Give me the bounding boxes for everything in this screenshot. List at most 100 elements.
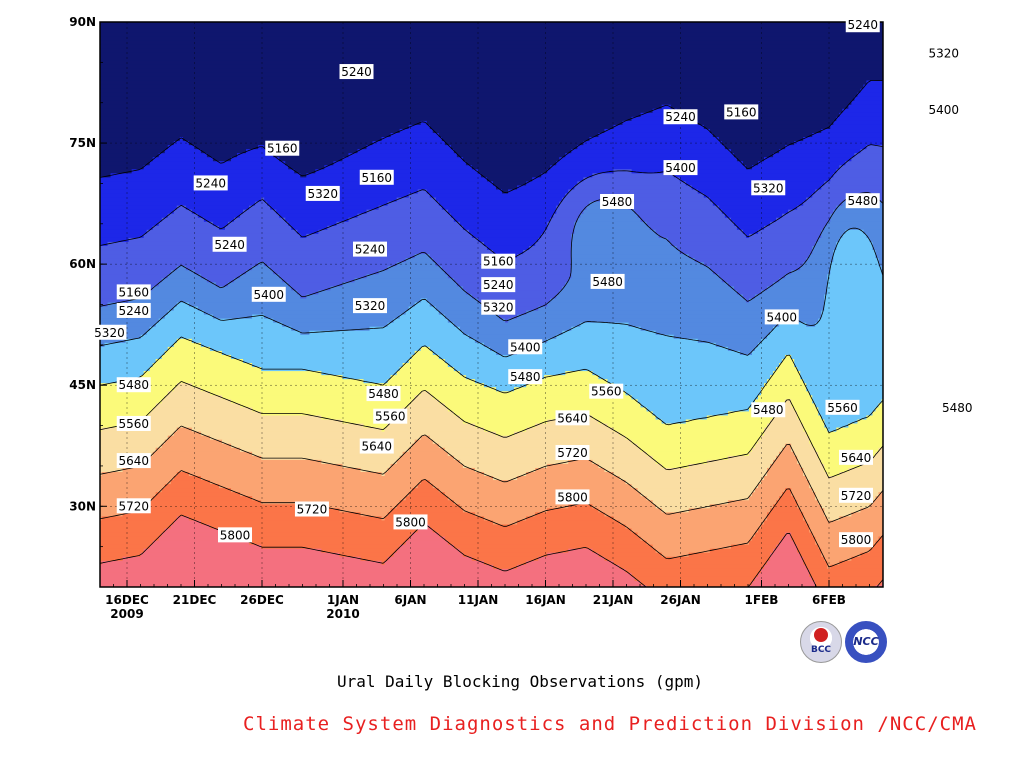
contour-band-cell — [556, 294, 744, 300]
contour-band-cell — [378, 270, 446, 275]
contour-band-cell — [100, 532, 163, 538]
contour-label: 5160 — [116, 284, 151, 300]
contour-label-text: 5400 — [928, 103, 959, 117]
contour-band-cell — [444, 141, 584, 146]
contour-band-cell — [809, 391, 883, 396]
contour-band-cell — [360, 512, 389, 517]
contour-band-cell — [655, 459, 708, 465]
contour-band-cell — [246, 270, 274, 275]
contour-label: 5400 — [663, 160, 698, 176]
contour-band-cell — [571, 233, 660, 239]
contour-band-cell — [755, 576, 813, 582]
contour-band-cell — [827, 278, 883, 283]
contour-band-cell — [571, 241, 672, 247]
contour-band-cell — [100, 44, 883, 49]
contour-band-cell — [231, 157, 280, 162]
contour-band-cell — [100, 205, 178, 211]
y-axis: 30N 45N 60N 75N 90N — [69, 15, 107, 548]
contour-band-cell — [432, 439, 633, 445]
credit-line: Climate System Diagnostics and Predictio… — [243, 713, 977, 735]
contour-band-cell — [785, 443, 792, 449]
contour-label-box — [926, 45, 961, 61]
contour-band-cell — [824, 508, 862, 513]
contour-band-cell — [152, 286, 292, 291]
contour-band-cell — [547, 463, 600, 469]
contour-band-cell — [733, 286, 768, 291]
contour-band-cell — [806, 387, 883, 392]
contour-band-cell — [100, 100, 852, 106]
contour-band-cell — [167, 435, 211, 441]
contour-band-cell — [604, 512, 768, 517]
contour-band-cell — [613, 427, 765, 433]
contour-band-cell — [767, 516, 804, 522]
contour-band-cell — [276, 209, 368, 215]
contour-band-cell — [727, 500, 777, 505]
contour-band-cell — [468, 229, 545, 235]
contour-band-cell — [462, 157, 560, 162]
contour-band-cell — [279, 213, 359, 219]
contour-label: 5160 — [481, 253, 516, 269]
contour-band-cell — [158, 282, 217, 287]
contour-band-cell — [429, 480, 627, 485]
contour-band-cell — [444, 270, 572, 275]
contour-label-box — [839, 449, 873, 465]
contour-band-cell — [697, 338, 762, 344]
contour-band-cell — [860, 463, 883, 469]
contour-band-cell — [682, 112, 840, 118]
contour-band-cell — [764, 520, 807, 526]
contour-band-cell — [258, 262, 265, 267]
contour-band-cell — [758, 484, 810, 489]
contour-band-cell — [149, 455, 262, 461]
contour-label-text: 5720 — [297, 503, 328, 517]
contour-band-cell — [842, 233, 868, 239]
contour-band-cell — [839, 516, 883, 522]
contour-label-box — [353, 241, 387, 257]
contour-label-box — [590, 273, 625, 289]
contour-label-box — [825, 399, 860, 415]
contour-band-cell — [688, 552, 771, 558]
contour-band-cell — [806, 476, 883, 481]
contour-label-box — [940, 399, 975, 415]
contour-band-cell — [408, 492, 446, 497]
contour-band-cell — [100, 237, 130, 243]
contour-band-cell — [661, 552, 690, 558]
contour-band-cell — [673, 334, 768, 340]
contour-band-cell — [661, 463, 690, 469]
contour-band-cell — [369, 326, 461, 332]
contour-band-cell — [450, 213, 554, 219]
contour-band-cell — [486, 177, 533, 183]
contour-band-cell — [854, 153, 883, 158]
contour-band-cell — [574, 221, 648, 227]
contour-label-text: 5560 — [591, 385, 622, 399]
contour-band-cell — [797, 504, 822, 509]
contour-band-cell — [100, 185, 497, 191]
contour-band-cell — [574, 225, 651, 231]
contour-band-cell — [583, 209, 636, 215]
contour-band-cell — [100, 540, 154, 546]
contour-band-cell — [785, 488, 792, 493]
contour-band-cell — [149, 411, 262, 417]
contour-band-cell — [429, 346, 491, 352]
contour-band-cell — [538, 556, 606, 562]
contour-band-cell — [209, 524, 422, 530]
contour-label-text: 5400 — [766, 310, 797, 324]
x-tick-label: 11JAN — [458, 593, 499, 607]
contour-band-cell — [420, 298, 428, 304]
contour-band-cell — [372, 141, 446, 146]
contour-band-cell — [462, 552, 548, 558]
contour-band-cell — [755, 443, 786, 449]
contour-band-cell — [366, 209, 449, 215]
contour-band-cell — [827, 290, 883, 296]
contour-band-cell — [100, 318, 160, 324]
contour-band-cell — [640, 326, 774, 332]
contour-label: 5240 — [212, 236, 247, 252]
contour-band-cell — [613, 471, 768, 477]
contour-band-cell — [176, 266, 187, 271]
contour-band-cell — [297, 290, 319, 296]
contour-band-cell — [517, 314, 786, 320]
contour-band-cell — [100, 391, 169, 396]
contour-band-cell — [414, 395, 434, 400]
contour-band-cell — [273, 153, 350, 158]
contour-band-cell — [553, 213, 581, 219]
contour-label-text: 5240 — [483, 278, 514, 292]
